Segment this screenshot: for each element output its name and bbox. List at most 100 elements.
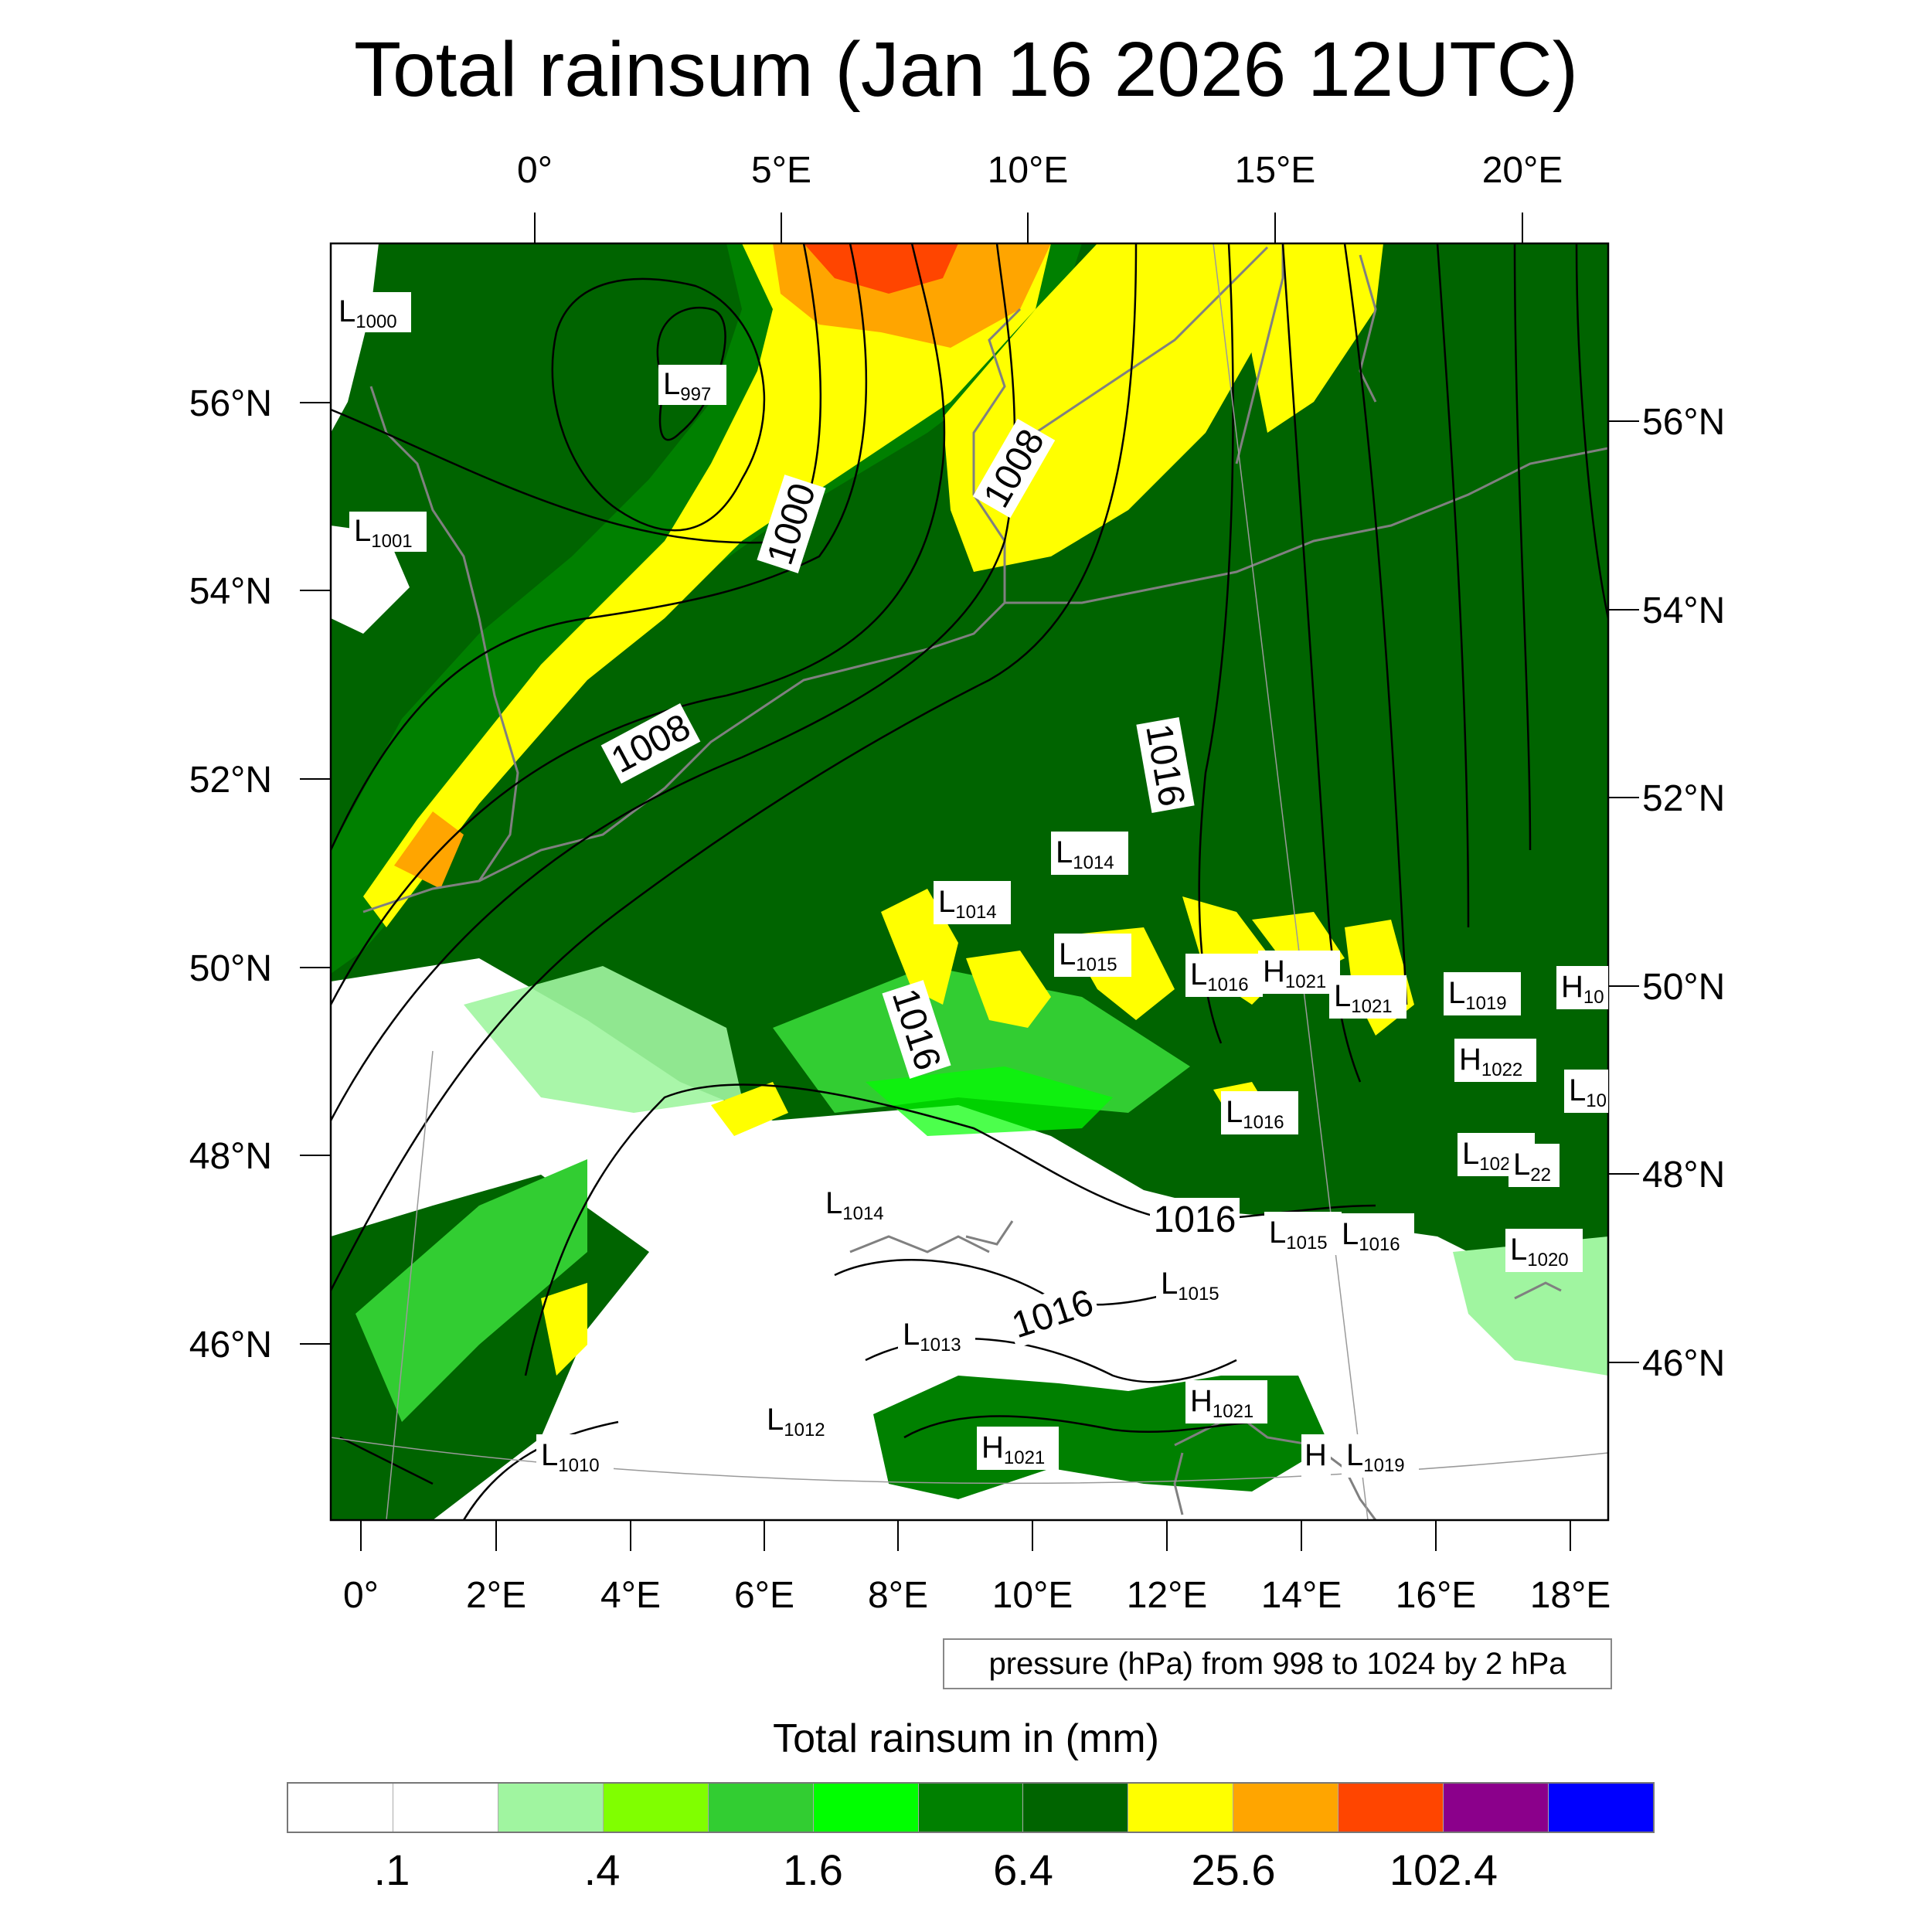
left-lat-label: 56°N [189, 383, 272, 424]
colorbar-cell [498, 1784, 604, 1832]
colorbar-cell [708, 1784, 814, 1832]
bottom-lon-label: 16°E [1396, 1575, 1477, 1616]
right-lat-label: 50°N [1642, 967, 1725, 1008]
bottom-lon-label: 8°E [868, 1575, 928, 1616]
green-patch-center [773, 966, 1190, 1113]
colorbar-cell [1233, 1784, 1339, 1832]
left-lat-label: 48°N [189, 1136, 272, 1177]
left-lat-label: 50°N [189, 948, 272, 989]
right-lat-label: 56°N [1642, 402, 1725, 443]
top-lon-label: 5°E [751, 150, 811, 191]
left-lat-label: 46°N [189, 1325, 272, 1366]
bottom-lon-label: 0° [343, 1575, 379, 1616]
colorbar-tick-label: .4 [583, 1845, 621, 1894]
right-lat-label: 54°N [1642, 590, 1725, 631]
svg-text:L1014: L1014 [825, 1186, 884, 1224]
colorbar-cell [1549, 1784, 1653, 1832]
right-lat-label: 52°N [1642, 778, 1725, 819]
map-title: Total rainsum (Jan 16 2026 12UTC) [353, 26, 1579, 113]
svg-text:L1021: L1021 [1334, 979, 1393, 1017]
svg-text:L1016: L1016 [1342, 1217, 1400, 1255]
yellow-band [363, 243, 1051, 927]
nw-white-2 [331, 526, 410, 634]
bottom-lon-label: 2°E [466, 1575, 526, 1616]
svg-text:L1016: L1016 [1226, 1095, 1284, 1133]
svg-text:L1015: L1015 [1269, 1216, 1328, 1253]
svg-text:H1022: H1022 [1459, 1043, 1522, 1080]
svg-text:L1016: L1016 [1190, 957, 1249, 995]
yellow-patch-w [711, 1082, 788, 1136]
top-lon-label: 20°E [1482, 150, 1563, 191]
center-value: 1000 [355, 311, 396, 332]
top-lon-label: 10°E [988, 150, 1069, 191]
colorbar-cell [288, 1784, 393, 1832]
svg-text:L22: L22 [1513, 1148, 1551, 1185]
right-axis: 56°N 54°N 52°N 50°N 48°N 46°N [1608, 402, 1725, 1384]
svg-text:L997: L997 [663, 367, 711, 405]
svg-text:L1020: L1020 [1510, 1233, 1569, 1270]
svg-text:L1013: L1013 [903, 1318, 961, 1355]
svg-text:L1001: L1001 [354, 514, 413, 552]
green-patch [355, 1159, 587, 1422]
pressure-note: pressure (hPa) from 998 to 1024 by 2 hPa [943, 1638, 1612, 1689]
svg-text:L10: L10 [1569, 1073, 1607, 1111]
svg-text:L1000: L1000 [338, 294, 397, 332]
bottom-lon-label: 12°E [1127, 1575, 1208, 1616]
isobar-label: 1016 [1154, 1199, 1236, 1240]
svg-text:L1019: L1019 [1346, 1438, 1405, 1476]
colorbar-cell [918, 1784, 1024, 1832]
colorbar-tick-label: 25.6 [1191, 1845, 1276, 1894]
left-lat-label: 52°N [189, 760, 272, 801]
red-patch [804, 243, 958, 294]
svg-text:L1015: L1015 [1059, 937, 1117, 975]
bright-green-patch [866, 1066, 1113, 1136]
light-green-patch [464, 966, 742, 1113]
colorbar-tick-label: 1.6 [783, 1845, 843, 1894]
svg-text:L1014: L1014 [938, 885, 997, 923]
colorbar-tick-label: 6.4 [993, 1845, 1053, 1894]
bottom-lon-label: 4°E [600, 1575, 661, 1616]
right-lat-label: 46°N [1642, 1343, 1725, 1384]
svg-text:L1015: L1015 [1161, 1267, 1219, 1304]
colorbar-cell [1338, 1784, 1444, 1832]
left-axis: 56°N 54°N 52°N 50°N 48°N 46°N [189, 383, 331, 1366]
isobars [331, 243, 1608, 1520]
colorbar-cell [603, 1784, 709, 1832]
svg-text:H10: H10 [1561, 970, 1604, 1008]
svg-text:H: H [1304, 1438, 1327, 1472]
yellow-patch-sw [541, 1283, 587, 1376]
colorbar-tick-label: 102.4 [1389, 1845, 1498, 1894]
colorbar-cell [813, 1784, 919, 1832]
svg-text:L1012: L1012 [767, 1403, 825, 1440]
orange-patch-sw [394, 811, 464, 889]
pressure-centers: L1000 L997 L1001 L1014 L1014 L1015 L1016… [334, 292, 1608, 1478]
colorbar-cell [1023, 1784, 1129, 1832]
right-lat-label: 48°N [1642, 1155, 1725, 1196]
colorbar-title: Total rainsum in (mm) [773, 1716, 1159, 1761]
top-lon-label: 15°E [1235, 150, 1316, 191]
bottom-axis: 0° 2°E 4°E 6°E 8°E 10°E 12°E 14°E 16°E 1… [343, 1520, 1611, 1616]
bottom-lon-label: 10°E [992, 1575, 1073, 1616]
colorbar-cell [1128, 1784, 1234, 1832]
center-type: L [338, 294, 355, 328]
svg-text:H1021: H1021 [1263, 954, 1326, 992]
yellow-band-north [1236, 243, 1383, 433]
top-lon-label: 0° [517, 150, 553, 191]
svg-text:H1021: H1021 [1190, 1384, 1253, 1422]
bottom-lon-label: 14°E [1261, 1575, 1342, 1616]
colorbar-cell [1444, 1784, 1549, 1832]
svg-text:H1021: H1021 [981, 1430, 1045, 1468]
colorbar-tick-label: .1 [373, 1845, 410, 1894]
svg-text:L1010: L1010 [541, 1438, 600, 1476]
left-lat-label: 54°N [189, 571, 272, 612]
nw-white [331, 243, 379, 433]
colorbar-ticks: .1 .4 1.6 6.4 25.6 102.4 [287, 1843, 1655, 1897]
colorbar-cell [393, 1784, 498, 1832]
coastlines [362, 243, 1608, 1520]
bottom-lon-label: 18°E [1530, 1575, 1611, 1616]
yellow-patch-2 [966, 951, 1051, 1028]
bottom-lon-label: 6°E [734, 1575, 794, 1616]
plot-frame [329, 242, 1610, 1522]
colorbar [287, 1782, 1655, 1833]
